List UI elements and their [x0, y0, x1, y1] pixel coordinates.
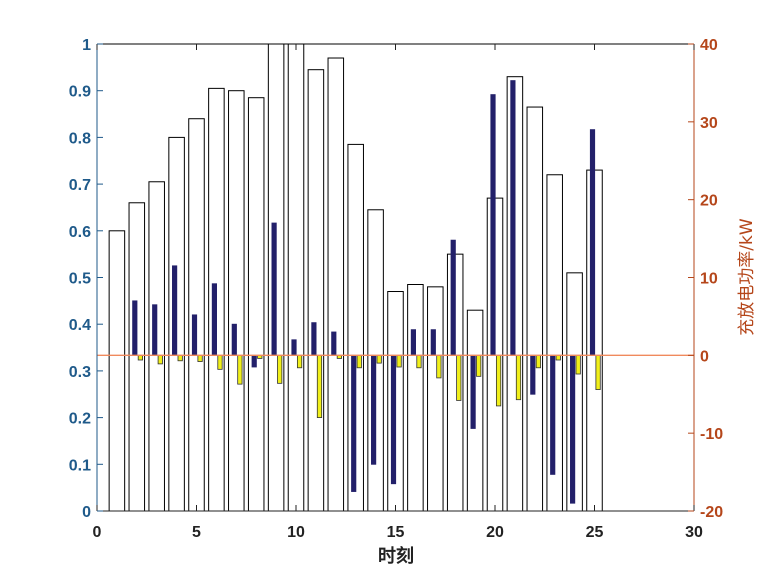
- power-bar-yellow: [157, 354, 163, 365]
- y-right-tick-label: 20: [700, 193, 718, 210]
- power-bar-yellow: [515, 354, 522, 401]
- y-left-tick-label: 0: [82, 504, 91, 521]
- y-right-axis-title: 充放电功率/kW: [737, 218, 757, 336]
- x-tick-label: 10: [287, 524, 305, 541]
- power-bar-yellow: [456, 354, 462, 401]
- power-bar-blue: [351, 354, 357, 492]
- power-bar-blue: [430, 329, 436, 356]
- power-bar-yellow: [575, 354, 581, 375]
- power-bar-yellow: [356, 354, 362, 369]
- power-bar-blue: [490, 94, 496, 356]
- x-axis-title: 时刻: [378, 545, 414, 567]
- soc-bar: [427, 286, 444, 512]
- power-bar-blue: [371, 354, 377, 465]
- power-bar-blue: [251, 354, 257, 368]
- y-right-tick-label: 40: [700, 37, 718, 54]
- y-right-tick-label: 10: [700, 271, 718, 288]
- y-left-tick-label: 0.6: [69, 224, 91, 241]
- power-bar-blue: [470, 354, 476, 429]
- power-bar-blue: [589, 129, 596, 356]
- power-bar-blue: [450, 239, 456, 356]
- power-bar-blue: [550, 354, 556, 475]
- power-bar-yellow: [177, 354, 183, 362]
- y-left-tick-label: 0.1: [69, 457, 91, 474]
- power-bar-blue: [530, 354, 536, 395]
- x-tick-label: 25: [586, 524, 604, 541]
- power-bar-blue: [570, 354, 576, 504]
- y-left-tick-label: 0.2: [69, 411, 91, 428]
- power-bar-yellow: [495, 354, 502, 407]
- power-bar-blue: [410, 329, 417, 356]
- soc-bar: [247, 97, 265, 512]
- power-bar-blue: [191, 314, 198, 356]
- power-bar-blue: [132, 300, 138, 356]
- y-left-tick-label: 0.5: [69, 271, 91, 288]
- power-bar-yellow: [416, 354, 422, 369]
- y-left-tick-label: 0.4: [69, 317, 91, 334]
- power-bar-blue: [211, 283, 218, 356]
- power-bar-yellow: [217, 354, 223, 370]
- y-right-tick-label: 30: [700, 115, 718, 132]
- y-left-tick-label: 0.9: [69, 84, 91, 101]
- y-left-tick-label: 0.7: [69, 177, 91, 194]
- power-bar-yellow: [396, 354, 402, 368]
- power-bar-yellow: [296, 354, 303, 369]
- y-left-tick-label: 1: [82, 37, 91, 54]
- x-tick-label: 0: [93, 524, 102, 541]
- soc-bar: [108, 230, 126, 512]
- x-tick-label: 15: [387, 524, 405, 541]
- power-bar-blue: [271, 222, 277, 356]
- power-bar-yellow: [595, 354, 601, 390]
- power-bar-yellow: [197, 354, 203, 362]
- power-bar-blue: [172, 265, 178, 356]
- y-right-tick-label: -10: [700, 426, 723, 443]
- power-bar-blue: [311, 322, 317, 356]
- power-bar-yellow: [237, 354, 243, 385]
- power-bar-blue: [510, 80, 516, 356]
- power-bar-yellow: [277, 354, 283, 384]
- soc-bar: [327, 57, 345, 512]
- ticks: 0 5 10 15 20 25 3000.10.20.30.40.50.60.70.80.9…: [69, 37, 723, 541]
- power-bar-yellow: [476, 354, 482, 377]
- soc-bar: [307, 69, 325, 512]
- power-bar-blue: [331, 331, 337, 356]
- x-tick-label: 20: [486, 524, 504, 541]
- power-bar-yellow: [316, 354, 323, 418]
- power-bar-yellow: [535, 354, 541, 369]
- soc-bar: [407, 284, 424, 512]
- power-bar-blue: [152, 304, 158, 356]
- power-bar-blue: [291, 339, 297, 356]
- soc-bar: [228, 90, 245, 512]
- y-left-tick-label: 0.8: [69, 130, 91, 147]
- soc-bar: [287, 43, 305, 512]
- power-bar-yellow: [436, 354, 442, 379]
- power-bar-yellow: [555, 354, 561, 361]
- power-bar-yellow: [376, 354, 382, 364]
- y-right-tick-label: -20: [700, 504, 723, 521]
- y-left-tick-label: 0.3: [69, 364, 91, 381]
- power-bar-blue: [390, 354, 397, 485]
- x-tick-label: 30: [685, 524, 703, 541]
- power-bar-yellow: [137, 354, 143, 361]
- y-right-tick-label: 0: [700, 348, 709, 365]
- soc-bar: [526, 106, 544, 512]
- power-bar-blue: [231, 323, 237, 356]
- x-tick-label: 5: [192, 524, 201, 541]
